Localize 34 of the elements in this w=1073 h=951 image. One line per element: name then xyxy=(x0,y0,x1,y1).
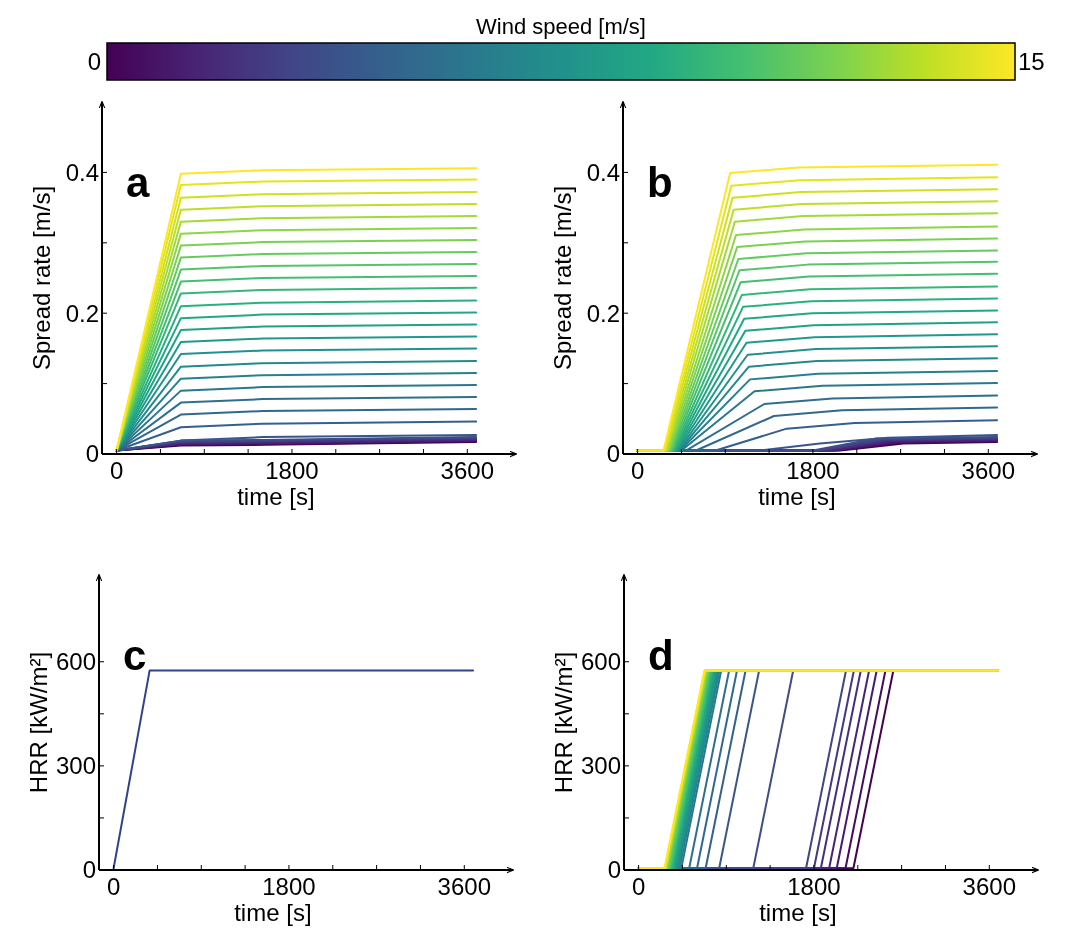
y-axis-title: HRR [kW/m²] xyxy=(25,651,52,794)
x-tick-label: 3600 xyxy=(961,457,1015,484)
x-tick-label: 0 xyxy=(630,457,645,484)
x-axis-title: time [s] xyxy=(234,899,312,926)
x-tick-label: 1800 xyxy=(786,457,840,484)
y-tick-label: 0.4 xyxy=(65,158,99,186)
y-axis-title: HRR [kW/m²] xyxy=(550,651,577,794)
y-tick-label: 0.2 xyxy=(65,299,99,327)
y-axis-title: Spread rate [m/s] xyxy=(28,185,55,371)
x-axis-title: time [s] xyxy=(758,483,836,510)
x-tick-label: 3600 xyxy=(437,873,491,900)
text: b xyxy=(647,159,673,206)
x-tick-label: 0 xyxy=(631,873,646,900)
x-tick-label: 3600 xyxy=(962,873,1016,900)
x-tick-label: 1800 xyxy=(787,873,841,900)
text: a xyxy=(126,159,150,206)
x-axis-title: time [s] xyxy=(237,483,315,510)
x-tick-label: 1800 xyxy=(265,457,319,484)
y-tick-label: 600 xyxy=(55,648,96,676)
y-tick-label: 0.4 xyxy=(586,158,620,186)
text: d xyxy=(648,632,674,679)
x-axis-title: time [s] xyxy=(759,899,837,926)
y-axis-title: Spread rate [m/s] xyxy=(549,185,576,371)
x-tick-label: 0 xyxy=(109,457,124,484)
y-tick-label: 600 xyxy=(580,648,621,676)
text: c xyxy=(123,632,147,679)
x-tick-label: 0 xyxy=(106,873,121,900)
x-tick-label: 1800 xyxy=(262,873,316,900)
x-tick-label: 3600 xyxy=(440,457,494,484)
y-tick-label: 0.2 xyxy=(586,299,620,327)
y-tick-label: 300 xyxy=(55,752,96,780)
y-tick-label: 300 xyxy=(580,752,621,780)
color-bar-label: 15 xyxy=(1018,47,1045,75)
color-bar-title: Wind speed [m/s] xyxy=(476,14,646,39)
